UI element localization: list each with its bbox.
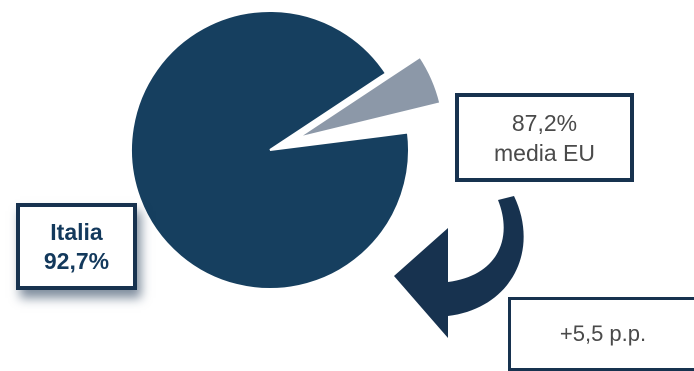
difference-box: +5,5 p.p. <box>508 297 694 371</box>
italia-box: Italia 92,7% <box>16 203 137 290</box>
italia-value: 92,7% <box>43 247 110 274</box>
eu-average-label: media EU <box>494 139 595 166</box>
pie-slice-eu-gap <box>296 55 442 139</box>
eu-average-value: 87,2% <box>511 109 578 136</box>
curved-arrow <box>394 196 524 338</box>
difference-value: +5,5 p.p. <box>559 321 647 346</box>
italia-label: Italia <box>50 218 103 245</box>
pie-slice-italia <box>130 10 410 290</box>
eu-average-box: 87,2% media EU <box>455 93 634 182</box>
pie-group <box>130 10 442 290</box>
